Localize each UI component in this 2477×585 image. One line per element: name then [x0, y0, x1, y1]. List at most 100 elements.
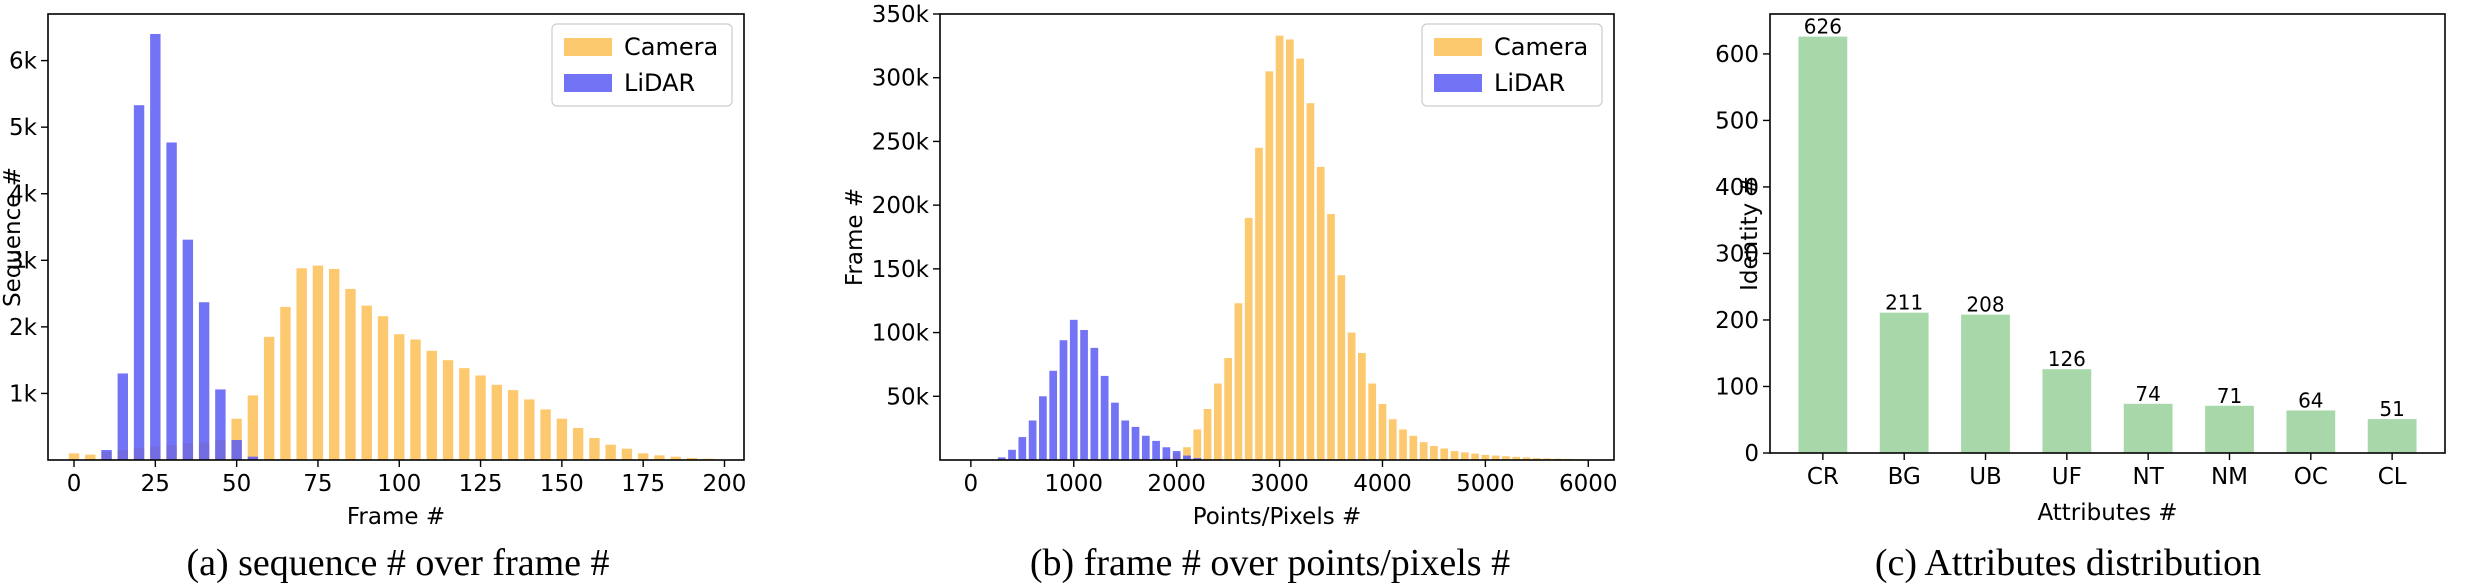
bar-lidar — [1152, 440, 1160, 460]
bar-camera — [540, 409, 551, 460]
bar-lidar — [1069, 319, 1078, 460]
bar-camera — [1265, 71, 1274, 460]
y-tick-label: 350k — [872, 2, 930, 28]
data-label: 51 — [2379, 397, 2404, 421]
bar-camera — [1491, 455, 1500, 460]
bar-lidar — [133, 105, 145, 460]
bar-camera — [475, 375, 486, 460]
bar-lidar — [1172, 451, 1181, 460]
x-tick-label: 25 — [141, 471, 170, 497]
x-tick-label: 125 — [459, 471, 503, 497]
bar-lidar — [117, 373, 129, 460]
bar-camera — [68, 453, 80, 460]
y-tick-label: 300k — [872, 66, 930, 92]
bar-camera — [507, 390, 519, 460]
bar-lidar — [1059, 340, 1068, 460]
data-label: 64 — [2298, 388, 2323, 412]
x-tick-label: 100 — [377, 471, 421, 497]
bar-camera — [1255, 147, 1263, 461]
bar-camera — [1378, 403, 1387, 460]
legend-swatch-camera — [1434, 38, 1482, 56]
bar-camera — [1316, 166, 1325, 460]
bar-lidar — [182, 239, 194, 460]
bar-camera — [280, 306, 291, 460]
bar-camera — [1234, 303, 1243, 460]
bar-camera — [231, 418, 242, 460]
bar-camera — [85, 454, 96, 460]
series-lidar — [997, 319, 1202, 460]
bar-cr — [1798, 36, 1848, 454]
plot-frame — [47, 13, 745, 461]
bar-ub — [1961, 314, 2010, 453]
bar-camera — [394, 334, 405, 460]
plot-frame — [939, 13, 1615, 461]
x-tick-label: CR — [1807, 464, 1839, 490]
plot-frame — [1769, 13, 2446, 454]
caption: (c) Attributes distribution — [1875, 542, 2261, 584]
y-axis-label: Frame # — [842, 188, 868, 286]
x-axis-label: Frame # — [347, 504, 445, 530]
bar-camera — [1368, 383, 1377, 460]
data-label: 208 — [1966, 293, 2004, 317]
y-tick-label: 250k — [872, 129, 930, 155]
y-tick-label: 100k — [872, 321, 930, 347]
legend-label-lidar: LiDAR — [624, 69, 695, 97]
bar-camera — [1203, 409, 1212, 460]
bar-camera — [1450, 451, 1459, 460]
x-tick-label: 75 — [303, 471, 332, 497]
x-tick-label: 150 — [540, 471, 584, 497]
bar-oc — [2286, 410, 2336, 453]
bar-camera — [1347, 332, 1356, 460]
data-label: 74 — [2135, 382, 2160, 406]
bar-camera — [1213, 383, 1222, 460]
bar-camera — [621, 448, 633, 460]
bar-camera — [654, 455, 665, 460]
x-tick-label: UF — [2052, 464, 2082, 490]
bar-lidar — [231, 440, 242, 460]
bar-camera — [410, 339, 421, 460]
x-tick-label: NM — [2211, 464, 2248, 490]
bar-lidar — [1028, 420, 1037, 460]
bar-camera — [686, 458, 698, 460]
bar-camera — [247, 395, 259, 460]
bar-camera — [312, 265, 324, 460]
series-camera — [1162, 35, 1593, 461]
x-tick-label: 1000 — [1044, 471, 1103, 497]
bar-camera — [329, 268, 340, 460]
bar-cl — [2367, 419, 2417, 453]
bar-bg — [1879, 312, 1929, 453]
x-tick-label: CL — [2378, 464, 2407, 490]
y-tick-label: 600 — [1715, 42, 1759, 68]
series-camera — [68, 265, 714, 460]
x-tick-label: 4000 — [1353, 471, 1412, 497]
y-tick-label: 200k — [872, 193, 930, 219]
bar-lidar — [198, 302, 210, 460]
bar-lidar — [1183, 455, 1191, 460]
bar-nt — [2123, 403, 2173, 453]
x-tick-label: 0 — [964, 471, 979, 497]
x-tick-label: OC — [2294, 464, 2328, 490]
bar-camera — [361, 305, 372, 460]
y-axis-label: Sequence # — [0, 167, 26, 307]
bar-lidar — [1193, 458, 1202, 460]
x-tick-label: BG — [1888, 464, 1921, 490]
bar-camera — [605, 444, 616, 460]
bar-camera — [524, 399, 535, 460]
bar-lidar — [1080, 330, 1088, 460]
bar-camera — [1306, 103, 1315, 460]
bar-camera — [1512, 456, 1521, 460]
caption: (a) sequence # over frame # — [186, 542, 609, 584]
x-tick-label: NT — [2133, 464, 2165, 490]
x-tick-label: 6000 — [1559, 471, 1618, 497]
x-tick-label: 2000 — [1147, 471, 1206, 497]
y-tick-label: 1k — [9, 381, 38, 407]
bar-camera — [1460, 452, 1469, 460]
bar-camera — [556, 418, 568, 460]
bar-camera — [345, 288, 356, 460]
legend-swatch-camera — [564, 38, 612, 56]
y-tick-label: 50k — [886, 384, 929, 410]
x-axis-label: Attributes # — [2037, 500, 2177, 526]
bar-lidar — [1162, 447, 1171, 460]
bar-lidar — [1039, 396, 1047, 460]
